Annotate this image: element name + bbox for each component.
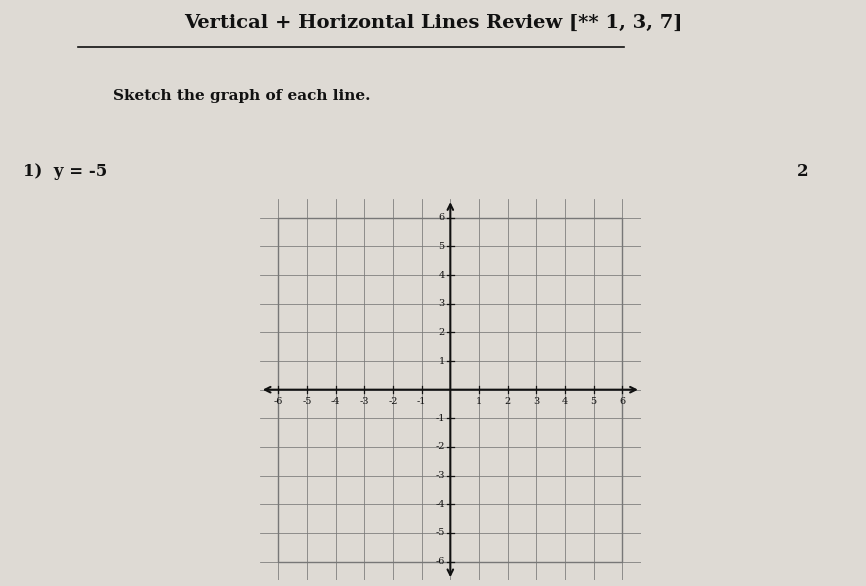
Text: -4: -4 <box>435 500 444 509</box>
Text: 3: 3 <box>533 397 540 406</box>
Text: 5: 5 <box>438 242 444 251</box>
Text: -4: -4 <box>331 397 340 406</box>
Text: 2: 2 <box>438 328 444 337</box>
Text: 3: 3 <box>438 299 444 308</box>
Text: -2: -2 <box>435 442 444 451</box>
Text: 1: 1 <box>475 397 482 406</box>
Text: 1)  y = -5: 1) y = -5 <box>23 163 107 180</box>
Text: -1: -1 <box>417 397 426 406</box>
Text: -2: -2 <box>388 397 397 406</box>
Text: -1: -1 <box>435 414 444 423</box>
Text: 4: 4 <box>438 271 444 280</box>
Text: Sketch the graph of each line.: Sketch the graph of each line. <box>113 89 370 103</box>
Text: -5: -5 <box>302 397 312 406</box>
Text: -3: -3 <box>359 397 369 406</box>
Text: 5: 5 <box>591 397 597 406</box>
Text: -3: -3 <box>435 471 444 480</box>
Text: 2: 2 <box>505 397 511 406</box>
Text: 1: 1 <box>438 356 444 366</box>
Text: 4: 4 <box>562 397 568 406</box>
Text: -5: -5 <box>436 529 444 537</box>
Text: 2: 2 <box>797 163 808 180</box>
Text: -6: -6 <box>274 397 283 406</box>
Text: -6: -6 <box>436 557 444 566</box>
Text: 6: 6 <box>438 213 444 222</box>
Text: Vertical + Horizontal Lines Review [** 1, 3, 7]: Vertical + Horizontal Lines Review [** 1… <box>184 13 682 32</box>
Text: 6: 6 <box>619 397 625 406</box>
